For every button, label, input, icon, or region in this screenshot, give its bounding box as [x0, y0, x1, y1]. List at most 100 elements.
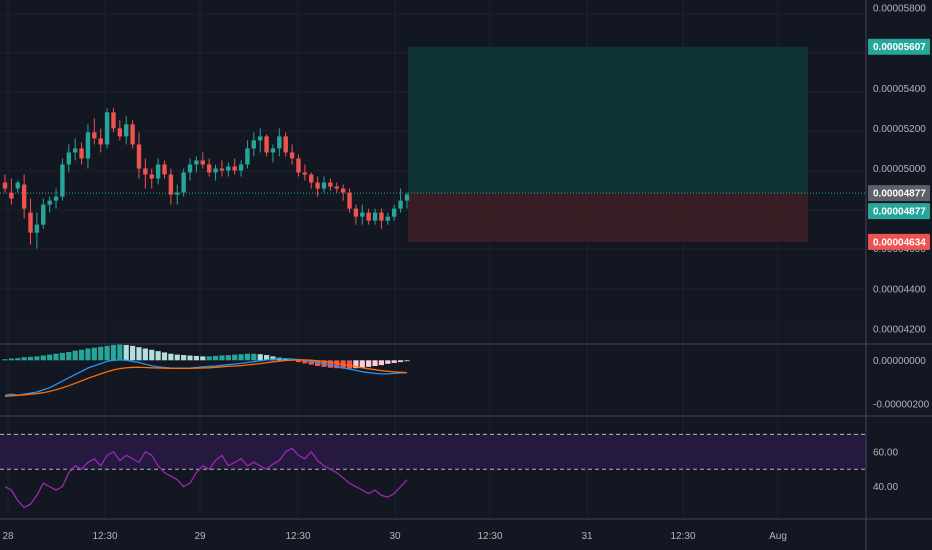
- macd-hist-29: [187, 355, 193, 361]
- macd-hist-23: [149, 349, 155, 361]
- candle-body-50: [321, 182, 327, 189]
- candle-body-53: [340, 188, 346, 193]
- macd-hist-3: [21, 357, 27, 361]
- macd-hist-17: [110, 345, 117, 361]
- time-tick-8: Aug: [769, 531, 787, 542]
- candle-body-63: [404, 194, 410, 201]
- rsi-tick-0: 60.00: [873, 447, 898, 458]
- candle-body-11: [72, 148, 78, 153]
- candle-body-3: [21, 184, 27, 209]
- price-tick-4: 0.00005000: [873, 164, 926, 175]
- candle-body-36: [232, 166, 237, 171]
- candle-body-47: [302, 172, 308, 175]
- candle-body-27: [175, 192, 180, 195]
- macd-hist-10: [66, 352, 72, 361]
- candle-body-60: [385, 216, 390, 221]
- candle-body-23: [149, 174, 154, 179]
- macd-hist-56: [359, 360, 365, 368]
- macd-hist-0: [2, 359, 8, 361]
- macd-hist-12: [78, 349, 85, 361]
- macd-hist-58: [372, 360, 378, 366]
- candle-body-0: [2, 182, 8, 189]
- candle-body-42: [270, 148, 276, 153]
- macd-hist-46: [295, 360, 302, 363]
- target-price-tag-bg: [868, 38, 930, 55]
- candle-body-38: [245, 148, 250, 165]
- macd-hist-22: [142, 348, 148, 361]
- candle-body-18: [117, 128, 123, 137]
- candle-body-8: [53, 196, 59, 201]
- candle-body-4: [28, 212, 33, 233]
- price-tick-7: 0.00004400: [873, 284, 926, 295]
- candle-body-40: [258, 136, 263, 141]
- macd-hist-33: [212, 355, 219, 361]
- macd-hist-37: [238, 354, 244, 361]
- macd-hist-42: [270, 356, 276, 361]
- stop-price-tag: 0.00004634: [873, 237, 926, 248]
- candle-body-10: [66, 152, 71, 165]
- macd-hist-5: [34, 356, 40, 361]
- price-axis[interactable]: 0.000058000.000056000.000054000.00005200…: [868, 4, 930, 494]
- price-tick-0: 0.00005800: [873, 4, 926, 15]
- candle-body-52: [334, 186, 339, 189]
- time-tick-7: 12:30: [670, 531, 695, 542]
- candle-body-6: [41, 204, 46, 225]
- macd-hist-39: [251, 353, 257, 361]
- macd-hist-31: [200, 356, 206, 361]
- macd-hist-38: [244, 353, 251, 361]
- candle-body-46: [296, 158, 301, 173]
- macd-hist-24: [155, 351, 161, 361]
- macd-hist-9: [59, 352, 66, 361]
- macd-hist-2: [15, 358, 21, 361]
- macd-hist-35: [225, 355, 231, 361]
- candle-body-24: [155, 164, 161, 179]
- candle-body-41: [264, 136, 269, 153]
- macd-hist-57: [366, 360, 372, 367]
- rsi-band: [0, 434, 866, 470]
- macd-hist-63: [404, 360, 410, 362]
- candle-body-25: [162, 164, 167, 175]
- macd-tick-1: -0.00000200: [873, 400, 930, 411]
- macd-hist-51: [327, 360, 333, 368]
- macd-hist-25: [161, 352, 168, 361]
- macd-hist-28: [181, 355, 187, 361]
- price-candles: [2, 108, 410, 249]
- rsi-line: [4, 447, 408, 509]
- candle-body-58: [372, 212, 378, 221]
- macd-hist-13: [85, 348, 91, 361]
- macd-hist-19: [123, 345, 129, 361]
- long-position-tool[interactable]: [0, 46, 866, 242]
- time-axis[interactable]: 28 12:30 29 12:30 30 12:30 31 12:30 Aug: [2, 531, 786, 542]
- macd-hist-48: [308, 360, 314, 365]
- macd-hist-40: [257, 354, 263, 361]
- candle-body-22: [143, 168, 148, 175]
- candle-body-33: [213, 168, 218, 173]
- entry-price-tag: 0.00004877: [873, 207, 926, 218]
- price-tick-2: 0.00005400: [873, 84, 926, 95]
- entry-price-tag-bg: [868, 203, 930, 220]
- macd-hist-26: [168, 353, 174, 361]
- candle-body-37: [238, 164, 244, 171]
- candle-body-48: [309, 174, 314, 183]
- macd-hist-30: [193, 355, 199, 361]
- candle-body-55: [353, 208, 359, 217]
- candle-body-12: [79, 148, 84, 159]
- candle-body-54: [347, 192, 352, 209]
- macd-line: [4, 358, 407, 396]
- macd-hist-41: [263, 355, 270, 361]
- macd-hist-55: [353, 360, 359, 369]
- macd-hist-21: [136, 347, 142, 361]
- macd-hist-54: [346, 360, 353, 369]
- time-tick-0: 28: [2, 531, 14, 542]
- macd-hist-14: [91, 347, 97, 361]
- time-tick-1: 12:30: [92, 531, 117, 542]
- macd-hist-59: [378, 360, 385, 366]
- candle-body-19: [124, 124, 129, 137]
- macd-hist-62: [397, 360, 404, 363]
- candle-body-34: [219, 168, 225, 171]
- macd-hist-20: [130, 345, 136, 361]
- candle-body-30: [194, 160, 199, 165]
- candle-body-44: [283, 136, 288, 153]
